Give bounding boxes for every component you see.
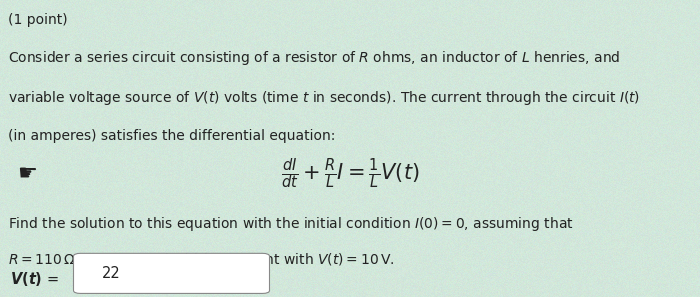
Text: (in amperes) satisfies the differential equation:: (in amperes) satisfies the differential …: [8, 129, 336, 143]
Text: $\boldsymbol{V(t)}$ =: $\boldsymbol{V(t)}$ =: [10, 270, 60, 287]
Text: 22: 22: [102, 266, 120, 281]
Text: variable voltage source of $V(t)$ volts (time $t$ in seconds). The current throu: variable voltage source of $V(t)$ volts …: [8, 89, 640, 107]
FancyBboxPatch shape: [74, 253, 270, 293]
Text: Consider a series circuit consisting of a resistor of $R$ ohms, an inductor of $: Consider a series circuit consisting of …: [8, 49, 621, 67]
Text: $R = 110\,\Omega,\; L = 5\,\mathrm{H},$ and $V(t)$ is constant with $V(t) = 10\,: $R = 110\,\Omega,\; L = 5\,\mathrm{H},$ …: [8, 251, 395, 268]
Text: $\frac{dI}{dt} + \frac{R}{L}I = \frac{1}{L}V(t)$: $\frac{dI}{dt} + \frac{R}{L}I = \frac{1}…: [281, 157, 419, 191]
Text: (1 point): (1 point): [8, 13, 68, 27]
Text: ☛: ☛: [18, 164, 38, 184]
Text: Find the solution to this equation with the initial condition $I(0) = 0$, assumi: Find the solution to this equation with …: [8, 215, 574, 233]
